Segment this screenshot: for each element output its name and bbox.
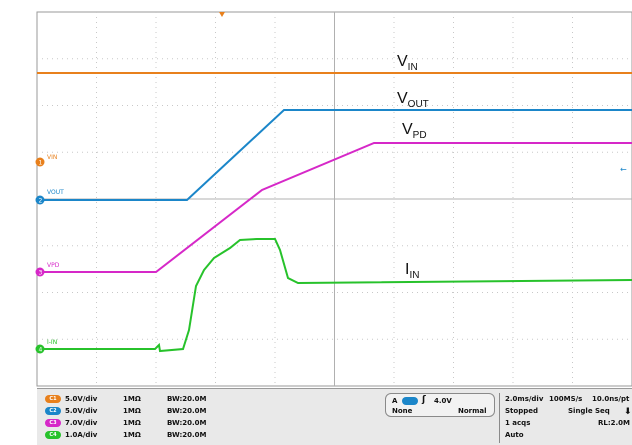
vpd-trace: [37, 142, 632, 273]
waveform-display: VIN VOUT VPD IIN 1 VIN 2 VOUT 3 VPD 4 I-…: [0, 0, 632, 388]
down-arrow-icon: ⬇: [624, 407, 632, 417]
channel-2-impedance: 1MΩ: [123, 406, 141, 415]
channel-1-bandwidth: BW:20.0M: [167, 394, 207, 403]
acquisition-state: Stopped: [505, 407, 538, 415]
left-arrow-icon: ←: [620, 165, 627, 174]
vout-channel-marker[interactable]: 2 VOUT: [35, 189, 65, 205]
channel-1-scale: 5.0V/div: [65, 394, 98, 403]
iin-trace: [37, 238, 632, 353]
sequence-mode: Single Seq: [568, 407, 610, 415]
status-panel: C1 5.0V/div 1MΩ BW:20.0M C2 5.0V/div 1MΩ…: [37, 388, 632, 445]
acquisition-settings[interactable]: 2.0ms/div 100MS/s 10.0ns/pt Stopped Sing…: [499, 393, 632, 443]
channel-2-row[interactable]: C2 5.0V/div 1MΩ BW:20.0M: [45, 405, 207, 416]
channel-4-badge[interactable]: C4: [45, 430, 61, 439]
sample-rate: 100MS/s: [549, 395, 583, 403]
svg-text:VIN: VIN: [47, 154, 57, 161]
acquisition-count: 1 acqs: [505, 419, 531, 427]
channel-2-badge[interactable]: C2: [45, 406, 61, 415]
trigger-mode: Normal: [458, 407, 487, 415]
timebase: 2.0ms/div: [505, 395, 544, 403]
channel-2-scale: 5.0V/div: [65, 406, 98, 415]
channel-2-bandwidth: BW:20.0M: [167, 406, 207, 415]
svg-text:2: 2: [39, 198, 43, 205]
record-length: RL:2.0M: [598, 419, 631, 427]
channel-3-impedance: 1MΩ: [123, 418, 141, 427]
vin-label: VIN: [397, 53, 418, 73]
trigger-position-marker: [219, 12, 225, 17]
vin-channel-marker[interactable]: 1 VIN: [35, 154, 58, 167]
channel-3-badge[interactable]: C3: [45, 418, 61, 427]
trigger-level: 4.0V: [434, 397, 452, 405]
svg-text:VPD: VPD: [47, 262, 60, 269]
svg-text:VOUT: VOUT: [47, 189, 64, 196]
trigger-channel-badge: [402, 397, 418, 405]
auto-label: Auto: [505, 431, 524, 439]
channel-1-impedance: 1MΩ: [123, 394, 141, 403]
iin-channel-marker[interactable]: 4 I-IN: [35, 339, 58, 354]
vpd-label: VPD: [402, 121, 427, 141]
channel-3-bandwidth: BW:20.0M: [167, 418, 207, 427]
vout-label: VOUT: [397, 90, 429, 110]
display-background: [0, 0, 632, 388]
svg-text:I-IN: I-IN: [47, 339, 57, 346]
svg-text:4: 4: [39, 347, 43, 354]
rising-edge-icon: ʃ: [422, 395, 426, 405]
channel-3-row[interactable]: C3 7.0V/div 1MΩ BW:20.0M: [45, 417, 207, 428]
channel-3-scale: 7.0V/div: [65, 418, 98, 427]
channel-4-row[interactable]: C4 1.0A/div 1MΩ BW:20.0M: [45, 429, 207, 440]
vpd-channel-marker[interactable]: 3 VPD: [35, 262, 60, 277]
svg-text:1: 1: [39, 160, 43, 167]
channel-4-bandwidth: BW:20.0M: [167, 430, 207, 439]
channel-1-row[interactable]: C1 5.0V/div 1MΩ BW:20.0M: [45, 393, 207, 404]
channel-1-badge[interactable]: C1: [45, 394, 61, 403]
trigger-source-label: A: [392, 397, 398, 405]
trigger-coupling: None: [392, 407, 413, 415]
channel-4-scale: 1.0A/div: [65, 430, 98, 439]
channel-4-impedance: 1MΩ: [123, 430, 141, 439]
vout-trace: [37, 109, 632, 201]
iin-label: IIN: [405, 261, 419, 281]
trigger-settings[interactable]: A ʃ 4.0V None Normal: [385, 393, 495, 417]
graticule: [36, 11, 632, 387]
svg-text:3: 3: [39, 270, 43, 277]
resolution: 10.0ns/pt: [592, 395, 630, 403]
